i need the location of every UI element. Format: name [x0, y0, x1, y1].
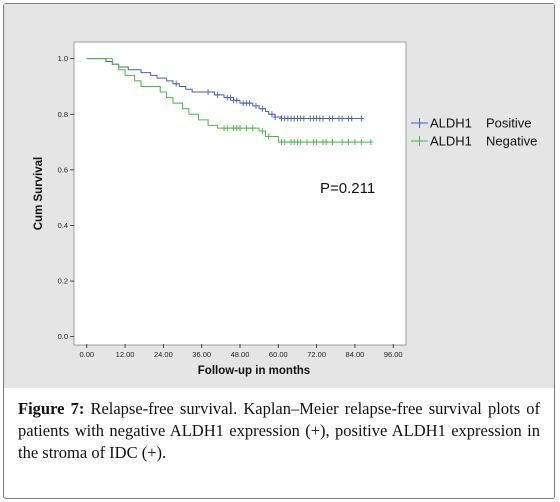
censor-mark	[243, 125, 249, 132]
censor-mark	[269, 111, 275, 118]
censor-mark	[282, 139, 288, 146]
censor-mark	[247, 100, 253, 107]
y-tick-label: 0.4	[58, 221, 68, 230]
x-tick-label: 72.00	[307, 350, 326, 359]
y-tick-label: 0.0	[58, 332, 68, 341]
x-tick-label: 36.00	[192, 350, 211, 359]
censor-mark	[330, 115, 336, 122]
censor-mark	[323, 139, 329, 146]
censor-mark	[301, 115, 307, 122]
legend-item-negative: ALDH1 Negative	[411, 134, 537, 149]
figure-frame: 0.0 0.2 0.4 0.6 0.8 1.0 0.00 12.00 24.00 36.00 48.…	[3, 3, 555, 499]
censor-mark	[304, 139, 310, 146]
x-tick-label: 0.00	[79, 350, 94, 359]
plot-area	[73, 41, 407, 346]
legend-label-suffix: Positive	[486, 116, 532, 131]
censor-mark	[250, 125, 256, 132]
y-tick-label: 1.0	[58, 54, 68, 63]
survival-line	[86, 58, 371, 143]
y-tick-label: 0.2	[58, 277, 68, 286]
series-layer	[86, 58, 374, 146]
x-axis-title: Follow-up in months	[198, 365, 310, 377]
axes: 0.0 0.2 0.4 0.6 0.8 1.0 0.00 12.00 24.00 36.00 48.…	[58, 54, 403, 359]
censor-mark	[224, 125, 230, 132]
censor-mark	[314, 139, 320, 146]
legend-label: ALDH1	[430, 116, 472, 131]
censor-mark	[237, 125, 243, 132]
legend-label: ALDH1	[430, 134, 472, 149]
censor-mark	[358, 139, 364, 146]
censor-mark	[339, 139, 345, 146]
x-tick-label: 24.00	[154, 350, 173, 359]
survival-chart: 0.0 0.2 0.4 0.6 0.8 1.0 0.00 12.00 24.00 36.00 48.…	[4, 4, 554, 388]
legend-item-positive: ALDH1 Positive	[411, 116, 532, 131]
censor-mark	[259, 105, 265, 112]
censor-mark	[320, 115, 326, 122]
censor-mark	[368, 139, 374, 146]
censor-mark	[173, 80, 179, 87]
legend-label-suffix: Negative	[486, 134, 537, 149]
censor-mark	[330, 139, 336, 146]
censor-mark	[298, 139, 304, 146]
caption-text: Relapse-free survival. Kaplan–Meier rela…	[18, 399, 540, 462]
x-tick-label: 60.00	[269, 350, 288, 359]
y-tick-label: 0.8	[58, 110, 68, 119]
legend: ALDH1 Positive ALDH1 Negative	[411, 116, 537, 149]
censor-mark	[272, 114, 278, 121]
censor-mark	[339, 115, 345, 122]
figure-caption: Figure 7: Relapse-free survival. Kaplan–…	[18, 398, 540, 464]
y-axis-title: Cum Survival	[33, 157, 45, 231]
censor-mark	[266, 133, 272, 140]
censor-mark	[259, 127, 265, 134]
censor-mark	[205, 89, 211, 96]
censor-mark	[234, 97, 240, 104]
x-tick-label: 84.00	[346, 350, 365, 359]
censor-mark	[349, 115, 355, 122]
censor-mark	[346, 139, 352, 146]
censor-mark	[358, 115, 364, 122]
x-tick-label: 12.00	[116, 350, 135, 359]
censor-mark	[227, 94, 233, 101]
p-value-annotation: P=0.211	[320, 180, 375, 197]
chart-area: 0.0 0.2 0.4 0.6 0.8 1.0 0.00 12.00 24.00 36.00 48.…	[4, 4, 554, 388]
y-tick-label: 0.6	[58, 165, 68, 174]
series-positive	[86, 58, 364, 122]
survival-line	[86, 58, 362, 119]
censor-mark	[215, 91, 221, 98]
censor-mark	[253, 102, 259, 109]
censor-mark	[352, 139, 358, 146]
series-negative	[86, 58, 374, 146]
caption-label: Figure 7:	[18, 399, 85, 418]
x-tick-label: 96.00	[384, 350, 403, 359]
x-tick-label: 48.00	[231, 350, 250, 359]
